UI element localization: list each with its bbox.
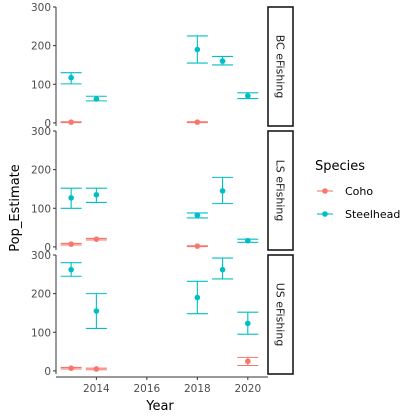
data-point — [219, 266, 226, 273]
legend-label: Steelhead — [345, 208, 400, 221]
data-point — [245, 320, 251, 327]
series-steelhead — [60, 35, 259, 102]
data-point — [93, 236, 100, 242]
series-steelhead — [60, 176, 259, 244]
x-axis-title: Year — [145, 399, 174, 414]
data-point — [245, 358, 251, 365]
data-point — [245, 237, 251, 244]
data-point — [194, 294, 201, 301]
legend-entry-steelhead: Steelhead — [317, 208, 400, 221]
data-point — [219, 188, 226, 194]
data-point — [68, 266, 74, 273]
data-point — [68, 365, 74, 372]
y-tick-label: 200 — [31, 165, 51, 177]
y-axis-title: Pop_Estimate — [8, 164, 23, 252]
data-point — [68, 241, 74, 248]
facet-strip-label: LS eFishing — [274, 160, 287, 222]
facet-strip-label: BC eFishing — [274, 35, 287, 99]
data-point — [219, 58, 226, 64]
data-point — [93, 308, 100, 314]
facet-panel-3: 0 100 200 300 US eFishing — [31, 250, 294, 378]
facet-strip-box — [267, 130, 294, 251]
legend: Coho Steelhead — [317, 185, 400, 221]
data-point — [194, 212, 201, 219]
y-tick-label: 200 — [31, 289, 51, 301]
facet-panel-1: 0 100 200 300 BC eFishing — [31, 2, 294, 130]
data-point — [194, 46, 201, 53]
facet-strip: LS eFishing — [267, 130, 294, 251]
y-tick-label: 300 — [31, 250, 51, 262]
data-point — [245, 93, 251, 99]
legend-key-point — [322, 211, 328, 217]
x-tick-label: 2018 — [184, 383, 211, 395]
x-axis: 2014 2016 2018 2020 — [56, 376, 268, 395]
y-tick-label: 100 — [31, 203, 51, 215]
y-tick-label: 0 — [44, 118, 51, 130]
data-point — [68, 195, 74, 201]
data-point — [93, 96, 100, 102]
facet-strip-label: US eFishing — [274, 283, 287, 347]
y-tick-label: 200 — [31, 41, 51, 53]
y-tick-label: 100 — [31, 327, 51, 339]
x-tick-label: 2016 — [133, 383, 160, 395]
y-tick-label: 0 — [44, 366, 51, 378]
facet-panel-2: 0 100 200 300 LS eFishing — [31, 126, 294, 254]
legend-key-point — [322, 188, 328, 194]
y-tick-label: 100 — [31, 79, 51, 91]
legend-label: Coho — [345, 185, 373, 198]
x-tick-label: 2020 — [234, 383, 261, 395]
x-tick-label: 2014 — [83, 383, 110, 395]
data-point — [68, 119, 74, 125]
series-steelhead — [60, 257, 259, 335]
facet-panels: 0 100 200 300 BC eFishing 0 100 200 300 LS eFishi… — [31, 2, 294, 395]
data-point — [194, 243, 201, 249]
legend-entry-coho: Coho — [317, 185, 373, 198]
facet-strip: BC eFishing — [267, 6, 294, 127]
y-tick-label: 300 — [31, 2, 51, 14]
legend-title: Species — [315, 159, 365, 174]
data-point — [93, 366, 100, 372]
y-tick-label: 300 — [31, 126, 51, 138]
y-tick-label: 0 — [44, 242, 51, 254]
series-coho — [60, 356, 259, 372]
series-coho — [60, 119, 208, 125]
data-point — [68, 74, 74, 81]
series-coho — [60, 236, 208, 249]
data-point — [93, 191, 100, 198]
data-point — [194, 119, 201, 125]
facet-strip-box — [267, 6, 294, 127]
facet-strip: US eFishing — [267, 254, 294, 375]
facet-strip-box — [267, 254, 294, 375]
